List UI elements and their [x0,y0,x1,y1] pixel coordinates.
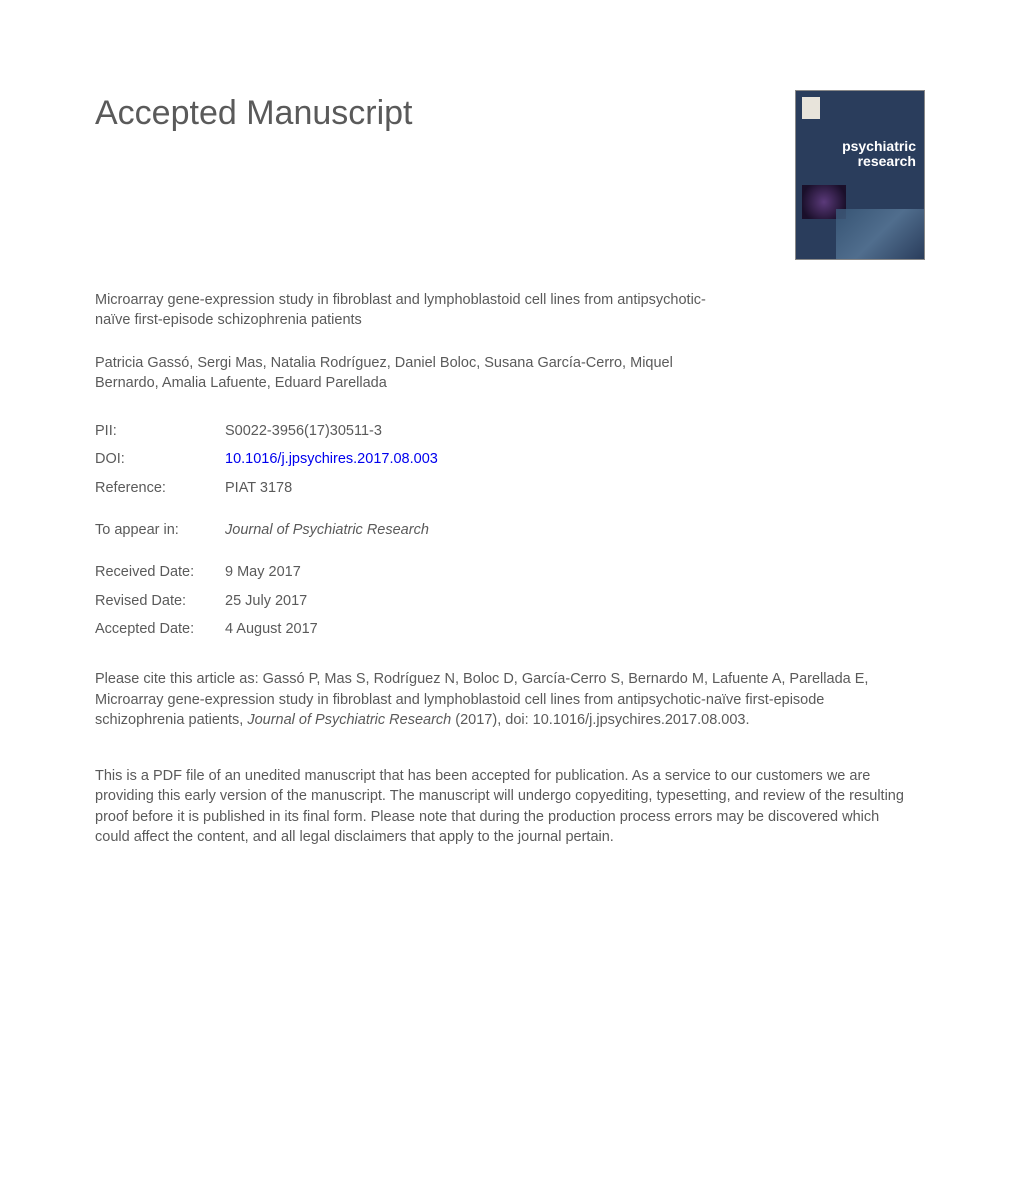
meta-label: Accepted Date: [95,619,225,639]
citation-text: Please cite this article as: Gassó P, Ma… [95,669,915,730]
meta-label: PII: [95,421,225,441]
meta-value-revised: 25 July 2017 [225,591,307,611]
meta-row-revised: Revised Date: 25 July 2017 [95,591,925,611]
meta-row-appear: To appear in: Journal of Psychiatric Res… [95,520,925,540]
meta-label: DOI: [95,449,225,469]
meta-row-doi: DOI: 10.1016/j.jpsychires.2017.08.003 [95,449,925,469]
meta-label: Received Date: [95,562,225,582]
cover-journal-title: psychiatric research [842,139,916,170]
meta-value-received: 9 May 2017 [225,562,301,582]
citation-journal: Journal of Psychiatric Research [247,712,451,728]
header-row: Accepted Manuscript psychiatric research [95,90,925,260]
meta-row-accepted: Accepted Date: 4 August 2017 [95,619,925,639]
metadata-table: PII: S0022-3956(17)30511-3 DOI: 10.1016/… [95,421,925,639]
meta-label: Reference: [95,478,225,498]
journal-cover-thumbnail: psychiatric research [795,90,925,260]
meta-value-journal: Journal of Psychiatric Research [225,520,429,540]
publisher-logo-icon [802,97,820,119]
cover-title-line2: research [858,153,916,169]
meta-label: Revised Date: [95,591,225,611]
meta-row-reference: Reference: PIAT 3178 [95,478,925,498]
citation-suffix: (2017), doi: 10.1016/j.jpsychires.2017.0… [451,712,749,728]
meta-value-pii: S0022-3956(17)30511-3 [225,421,382,441]
meta-row-pii: PII: S0022-3956(17)30511-3 [95,421,925,441]
author-list: Patricia Gassó, Sergi Mas, Natalia Rodrí… [95,353,735,394]
meta-label: To appear in: [95,520,225,540]
cover-title-line1: psychiatric [842,138,916,154]
meta-row-received: Received Date: 9 May 2017 [95,562,925,582]
article-title: Microarray gene-expression study in fibr… [95,290,735,331]
cover-art-icon [836,209,924,259]
doi-link[interactable]: 10.1016/j.jpsychires.2017.08.003 [225,449,438,469]
meta-value-reference: PIAT 3178 [225,478,292,498]
page-heading: Accepted Manuscript [95,90,413,138]
disclaimer-text: This is a PDF file of an unedited manusc… [95,766,915,847]
meta-value-accepted: 4 August 2017 [225,619,318,639]
